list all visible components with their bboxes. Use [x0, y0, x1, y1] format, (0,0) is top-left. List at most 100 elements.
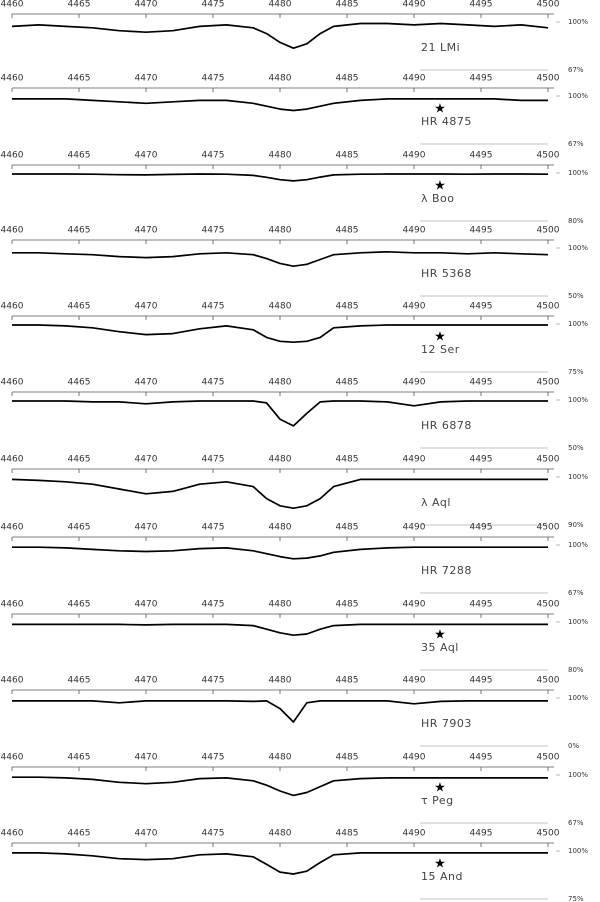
x-tick-label: 4500: [537, 455, 560, 465]
x-tick-label: 4465: [68, 74, 91, 84]
x-tick-label: 4475: [202, 151, 225, 161]
star-name: 12 Ser: [421, 343, 460, 356]
spectrum-line: [12, 700, 548, 723]
x-tick-label: 4470: [135, 378, 158, 388]
spectrum-line: [11, 478, 548, 510]
y-tick-label: 100%: [568, 320, 588, 328]
x-tick-label: 4480: [269, 600, 292, 610]
x-tick-label: 4490: [403, 455, 426, 465]
x-tick-label: 4480: [269, 378, 292, 388]
x-tick-label: 4475: [202, 74, 225, 84]
x-tick-label: 4485: [336, 74, 359, 84]
x-tick-label: 4465: [68, 455, 91, 465]
x-tick-label: 4500: [537, 829, 560, 839]
y-tick-label: 100%: [568, 244, 588, 252]
star-symbol: ★: [434, 628, 446, 643]
star-symbol: ★: [434, 857, 446, 872]
x-tick-label: 4470: [135, 226, 158, 236]
y-tick-label: 80%: [568, 666, 584, 674]
x-tick-label: 4490: [403, 523, 426, 533]
x-tick-label: 4475: [202, 753, 225, 763]
y-tick-label: 100%: [568, 541, 588, 549]
spectrum-line: [12, 324, 548, 344]
x-tick-label: 4490: [403, 676, 426, 686]
star-name: HR 4875: [421, 115, 472, 128]
x-tick-label: 4485: [336, 151, 359, 161]
x-tick-label: 4460: [1, 676, 24, 686]
x-tick-label: 4500: [537, 676, 560, 686]
spectrum-line: [12, 98, 548, 112]
x-tick-label: 4470: [135, 74, 158, 84]
x-tick-label: 4485: [336, 0, 359, 10]
x-tick-label: 4495: [470, 378, 493, 388]
x-tick-label: 4495: [470, 676, 493, 686]
x-tick-label: 4490: [403, 0, 426, 10]
x-tick-label: 4500: [537, 74, 560, 84]
star-symbol: ★: [434, 102, 446, 117]
spectrum-line: [12, 623, 548, 637]
y-tick-label: 100%: [568, 618, 588, 626]
spectrum-line: [12, 173, 549, 182]
x-tick-label: 4460: [1, 523, 24, 533]
x-tick-label: 4475: [202, 829, 225, 839]
x-tick-label: 4475: [202, 455, 225, 465]
star-name: τ Peg: [421, 794, 454, 807]
x-tick-label: 4460: [1, 378, 24, 388]
x-tick-label: 4480: [269, 676, 292, 686]
x-tick-label: 4465: [68, 600, 91, 610]
y-tick-label: 75%: [568, 895, 584, 902]
y-tick-label: 100%: [568, 92, 588, 100]
y-tick-label: 100%: [568, 396, 588, 404]
x-tick-label: 4480: [269, 226, 292, 236]
x-tick-label: 4470: [135, 600, 158, 610]
y-tick-label: 100%: [568, 18, 588, 26]
x-tick-label: 4475: [202, 523, 225, 533]
x-tick-label: 4500: [537, 226, 560, 236]
x-tick-label: 4480: [269, 74, 292, 84]
y-tick-label: 80%: [568, 217, 584, 225]
x-tick-label: 4485: [336, 226, 359, 236]
x-tick-label: 4485: [336, 676, 359, 686]
spectrum-line: [12, 776, 548, 797]
x-tick-label: 4500: [537, 753, 560, 763]
spectrum-line: [12, 852, 548, 875]
spectrum-line: [12, 250, 549, 268]
spectrum-line: [11, 22, 549, 50]
x-tick-label: 4490: [403, 302, 426, 312]
x-tick-label: 4470: [135, 0, 158, 10]
x-tick-label: 4475: [202, 676, 225, 686]
x-tick-label: 4460: [1, 226, 24, 236]
star-name: λ Boo: [421, 192, 455, 205]
x-tick-label: 4460: [1, 600, 24, 610]
y-tick-label: 67%: [568, 140, 584, 148]
x-tick-label: 4480: [269, 753, 292, 763]
x-tick-label: 4490: [403, 378, 426, 388]
x-tick-label: 4495: [470, 0, 493, 10]
star-name: HR 7288: [421, 564, 472, 577]
star-name: λ Aql: [421, 496, 451, 509]
x-tick-label: 4475: [202, 302, 225, 312]
x-tick-label: 4470: [135, 523, 158, 533]
x-tick-label: 4500: [537, 151, 560, 161]
x-tick-label: 4490: [403, 74, 426, 84]
x-tick-label: 4460: [1, 829, 24, 839]
x-tick-label: 4490: [403, 226, 426, 236]
x-tick-label: 4490: [403, 829, 426, 839]
x-tick-label: 4460: [1, 0, 24, 10]
x-tick-label: 4465: [68, 753, 91, 763]
star-name: HR 5368: [421, 267, 472, 280]
y-tick-label: 67%: [568, 589, 584, 597]
x-tick-label: 4495: [470, 302, 493, 312]
spectrum-line: [12, 400, 548, 427]
y-tick-label: 100%: [568, 771, 588, 779]
x-tick-label: 4485: [336, 302, 359, 312]
star-symbol: ★: [434, 179, 446, 194]
x-tick-label: 4470: [135, 151, 158, 161]
y-tick-label: 100%: [568, 694, 588, 702]
x-tick-label: 4490: [403, 753, 426, 763]
x-tick-label: 4500: [537, 0, 560, 10]
x-tick-label: 4460: [1, 74, 24, 84]
y-tick-label: 67%: [568, 66, 584, 74]
star-name: 15 And: [421, 870, 463, 883]
